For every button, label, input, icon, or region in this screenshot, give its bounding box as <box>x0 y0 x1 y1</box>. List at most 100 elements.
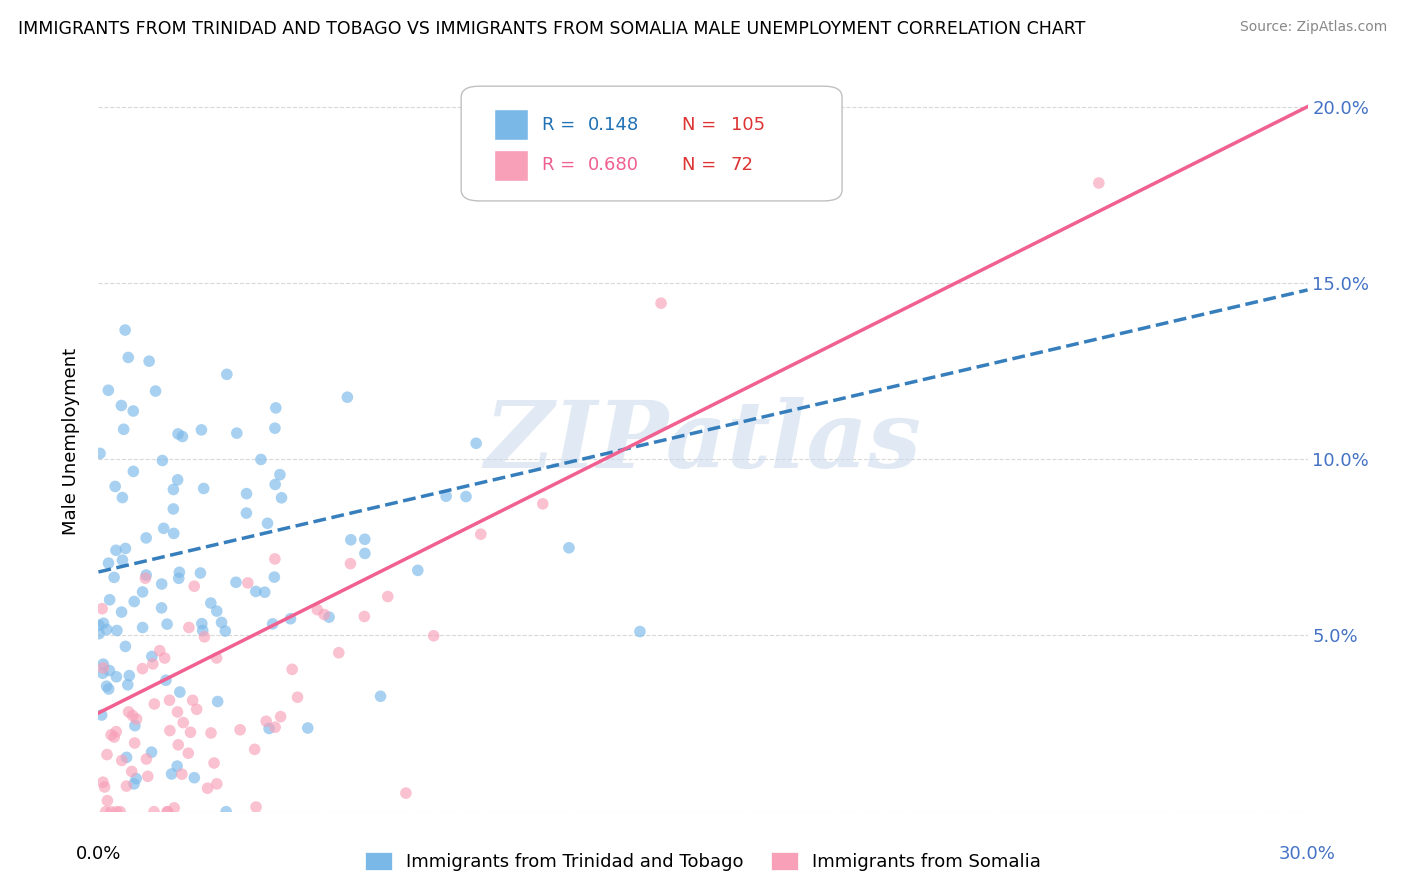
Point <box>264 552 287 566</box>
Point <box>183 771 205 785</box>
Point <box>207 694 229 708</box>
Point <box>125 772 148 786</box>
Point <box>97 556 120 570</box>
Point <box>124 719 146 733</box>
Point <box>155 673 177 688</box>
Point <box>152 521 174 535</box>
Point <box>160 767 183 781</box>
Point <box>628 624 651 639</box>
Point <box>90 708 112 723</box>
Point <box>93 616 115 631</box>
Point <box>134 571 156 585</box>
Point <box>256 516 278 531</box>
Point <box>131 662 153 676</box>
Point <box>307 603 329 617</box>
Point <box>205 777 228 791</box>
Point <box>91 661 114 675</box>
Point <box>354 546 377 560</box>
Point <box>131 620 153 634</box>
Text: 0.148: 0.148 <box>588 116 640 134</box>
Point <box>141 745 163 759</box>
Point <box>177 620 200 634</box>
Point <box>121 764 143 779</box>
Point <box>211 615 233 630</box>
Point <box>145 384 167 398</box>
Point <box>135 531 157 545</box>
Point <box>264 401 287 415</box>
Point <box>131 585 153 599</box>
Point <box>215 805 238 819</box>
Point <box>243 742 266 756</box>
Point <box>281 662 304 676</box>
Point <box>235 506 257 520</box>
Point <box>167 426 190 441</box>
Point <box>328 646 350 660</box>
Point <box>179 725 201 739</box>
Point <box>162 502 184 516</box>
Point <box>558 541 581 555</box>
Text: 72: 72 <box>731 156 754 174</box>
Point <box>186 702 208 716</box>
Point <box>110 805 132 819</box>
Point <box>122 404 145 418</box>
FancyBboxPatch shape <box>494 109 527 140</box>
Point <box>121 708 143 723</box>
Point <box>253 585 276 599</box>
Point <box>166 705 188 719</box>
Point <box>169 685 191 699</box>
Point <box>236 575 259 590</box>
Point <box>142 657 165 671</box>
Point <box>650 296 672 310</box>
Point <box>117 705 139 719</box>
Point <box>245 800 267 814</box>
Point <box>163 801 186 815</box>
Point <box>153 651 176 665</box>
Point <box>205 651 228 665</box>
Point <box>118 668 141 682</box>
Point <box>149 643 172 657</box>
Point <box>190 423 212 437</box>
Text: ZIPatlas: ZIPatlas <box>485 397 921 486</box>
Point <box>89 446 111 460</box>
Point <box>170 767 193 781</box>
Point <box>270 709 292 723</box>
Point <box>114 640 136 654</box>
Point <box>531 497 554 511</box>
Point <box>183 579 205 593</box>
Point <box>177 746 200 760</box>
Point <box>340 533 363 547</box>
Point <box>202 756 225 770</box>
Point <box>91 657 114 672</box>
Point <box>235 486 257 500</box>
Point <box>191 616 214 631</box>
Point <box>297 721 319 735</box>
Point <box>141 649 163 664</box>
Y-axis label: Male Unemployment: Male Unemployment <box>62 348 80 535</box>
Point <box>163 526 186 541</box>
Point <box>87 618 110 632</box>
Point <box>115 750 138 764</box>
Point <box>122 777 145 791</box>
Point <box>264 477 287 491</box>
Point <box>166 759 188 773</box>
Point <box>156 617 179 632</box>
Legend: Immigrants from Trinidad and Tobago, Immigrants from Somalia: Immigrants from Trinidad and Tobago, Imm… <box>357 846 1049 879</box>
Point <box>262 616 284 631</box>
Point <box>96 747 118 762</box>
Point <box>117 351 139 365</box>
Text: N =: N = <box>682 116 717 134</box>
Text: R =: R = <box>543 116 575 134</box>
Point <box>122 464 145 478</box>
Point <box>269 467 291 482</box>
Point <box>159 723 181 738</box>
Point <box>114 541 136 556</box>
Point <box>112 422 135 436</box>
Point <box>103 730 125 744</box>
Point <box>105 805 128 819</box>
Point <box>136 769 159 783</box>
Point <box>353 609 375 624</box>
Point <box>470 527 492 541</box>
Point <box>280 612 302 626</box>
Point <box>172 715 194 730</box>
Text: 30.0%: 30.0% <box>1279 845 1336 863</box>
